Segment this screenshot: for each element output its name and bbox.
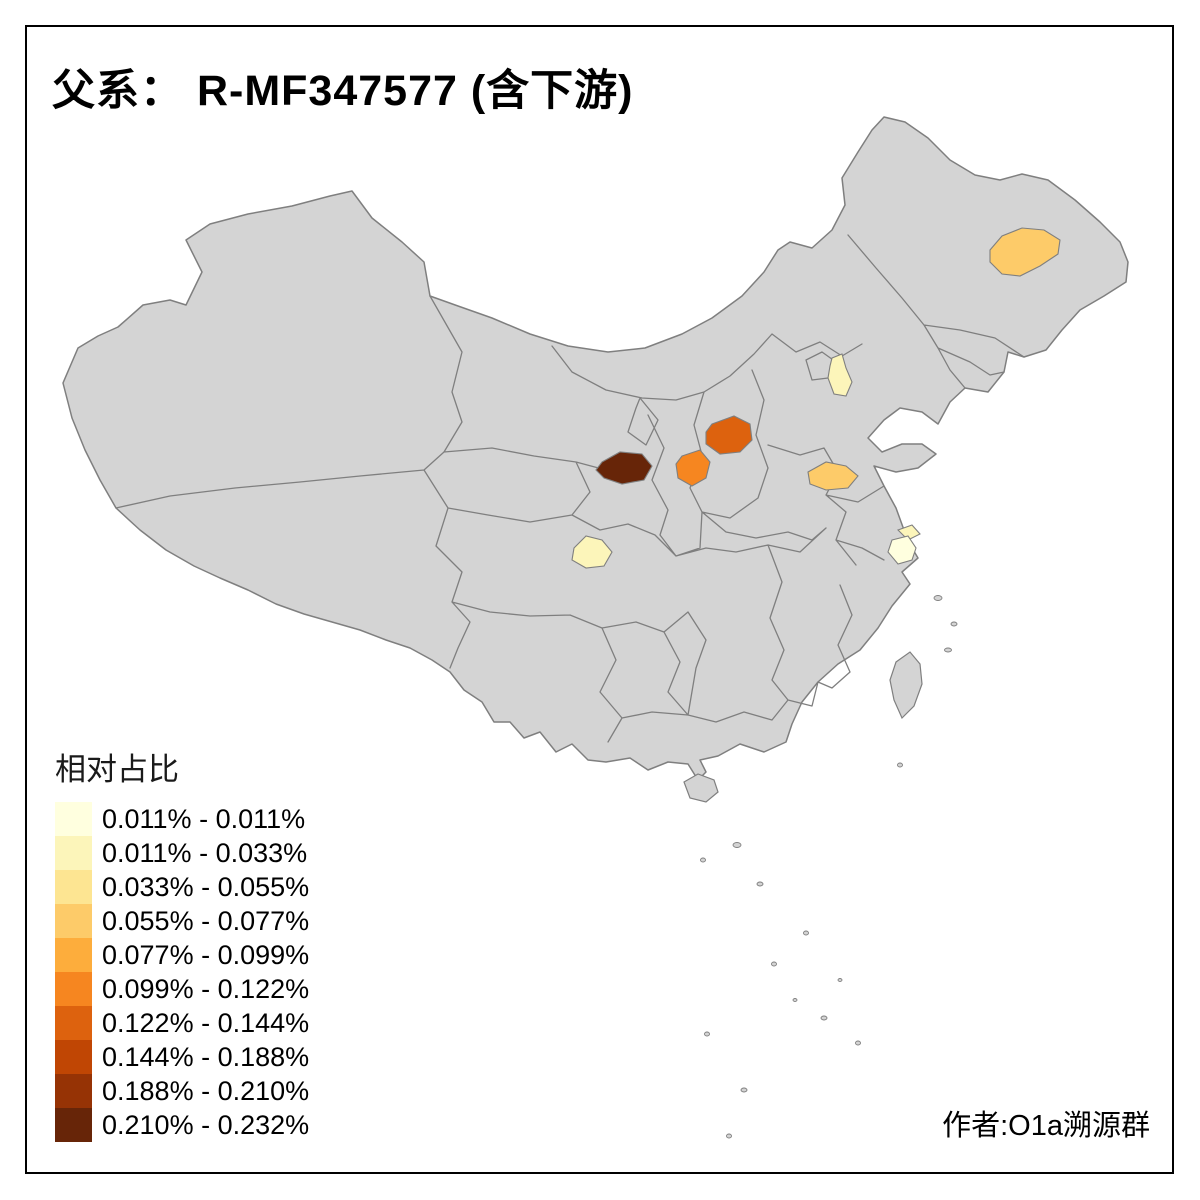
highlight-region-jiangsu-northwest <box>807 461 859 491</box>
legend-range-label: 0.144% - 0.188% <box>102 1041 310 1072</box>
map-title: 父系： R-MF347577 (含下游) <box>52 67 634 115</box>
legend-color-swatch <box>55 1074 92 1108</box>
highlight-region-gansu-south <box>595 451 653 485</box>
legend-items: 0.011% - 0.011% 0.011% - 0.033% 0.033% - 0… <box>55 802 309 1142</box>
legend-color-swatch <box>55 836 92 870</box>
legend-item: 0.188% - 0.210% <box>55 1074 309 1108</box>
taiwan-island <box>889 651 923 720</box>
legend-color-swatch <box>55 938 92 972</box>
small-islands <box>700 595 958 1139</box>
legend: 相对占比 0.011% - 0.011% 0.011% - 0.033% 0.033… <box>55 744 309 1142</box>
highlight-region-shanxi-central <box>705 415 753 455</box>
legend-color-swatch <box>55 904 92 938</box>
legend-item: 0.144% - 0.188% <box>55 1040 309 1074</box>
highlight-region-northeast <box>989 227 1061 277</box>
hainan-island <box>683 773 719 803</box>
legend-item: 0.210% - 0.232% <box>55 1108 309 1142</box>
mainland-outline <box>62 116 1129 781</box>
legend-item: 0.011% - 0.033% <box>55 836 309 870</box>
legend-range-label: 0.122% - 0.144% <box>102 1007 310 1038</box>
legend-range-label: 0.011% - 0.011% <box>102 803 306 834</box>
legend-range-label: 0.099% - 0.122% <box>102 973 310 1004</box>
legend-range-label: 0.011% - 0.033% <box>102 837 308 868</box>
legend-item: 0.011% - 0.011% <box>55 802 309 836</box>
legend-item: 0.099% - 0.122% <box>55 972 309 1006</box>
highlight-region-tianjin <box>827 353 853 397</box>
author-credit: 作者:O1a溯源群 <box>942 1110 1150 1142</box>
highlight-region-chengdu <box>571 535 613 569</box>
legend-item: 0.077% - 0.099% <box>55 938 309 972</box>
legend-color-swatch <box>55 870 92 904</box>
legend-title: 相对占比 <box>55 752 179 787</box>
highlight-region-shanghai-suzhou <box>887 535 917 565</box>
highlight-region-shanxi-southwest <box>675 449 711 487</box>
legend-range-label: 0.188% - 0.210% <box>102 1075 310 1106</box>
legend-color-swatch <box>55 972 92 1006</box>
legend-range-label: 0.210% - 0.232% <box>102 1109 310 1140</box>
legend-item: 0.122% - 0.144% <box>55 1006 309 1040</box>
legend-range-label: 0.055% - 0.077% <box>102 905 310 936</box>
legend-color-swatch <box>55 1108 92 1142</box>
highlight-regions <box>571 227 1061 569</box>
legend-color-swatch <box>55 802 92 836</box>
legend-item: 0.055% - 0.077% <box>55 904 309 938</box>
legend-color-swatch <box>55 1040 92 1074</box>
legend-range-label: 0.077% - 0.099% <box>102 939 310 970</box>
legend-color-swatch <box>55 1006 92 1040</box>
legend-item: 0.033% - 0.055% <box>55 870 309 904</box>
legend-range-label: 0.033% - 0.055% <box>102 871 310 902</box>
